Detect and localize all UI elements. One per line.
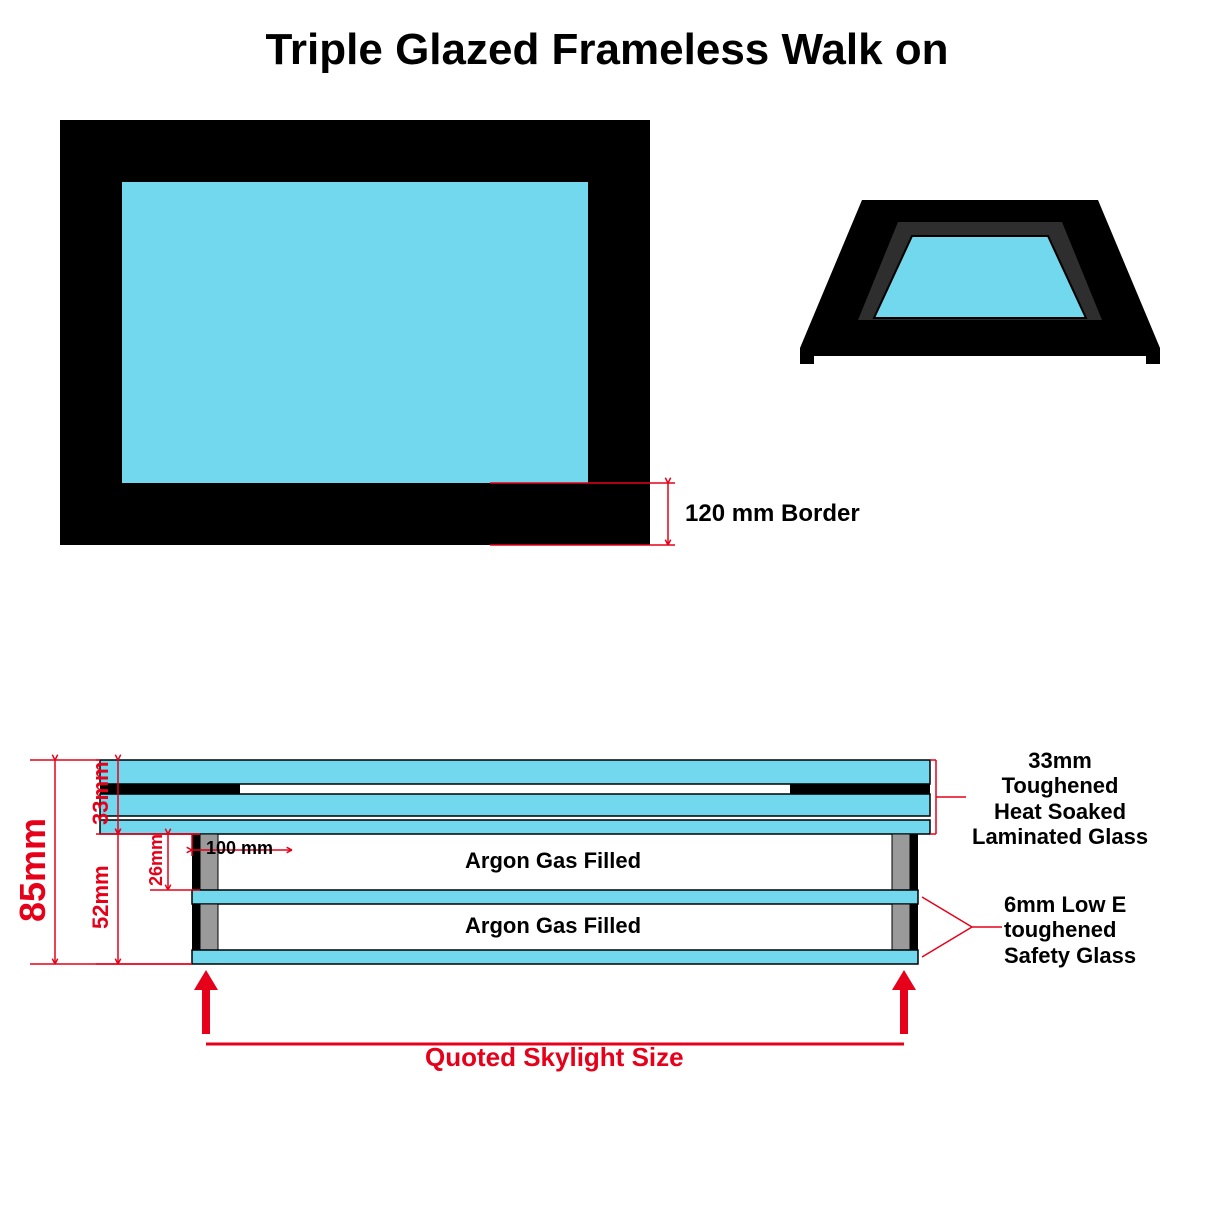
dim-52mm: 52mm [88,865,114,929]
border-dimension [490,473,770,593]
quoted-size-label: Quoted Skylight Size [425,1042,684,1073]
bottom-glass-label: 6mm Low EtoughenedSafety Glass [1004,892,1136,968]
diagram-stage: Triple Glazed Frameless Walk on 120 mm B… [0,0,1214,1214]
top-glass-label: 33mmToughenedHeat SoakedLaminated Glass [972,748,1148,849]
perspective-view [800,180,1160,410]
page-title: Triple Glazed Frameless Walk on [0,25,1214,75]
dim-85mm: 85mm [12,818,54,922]
dim-33mm: 33mm [88,761,114,825]
dim-26mm: 26mm [146,834,167,886]
border-dim-label: 120 mm Border [685,500,860,528]
argon-label-2: Argon Gas Filled [465,913,641,939]
dim-100mm: 100 mm [206,838,273,859]
argon-label-1: Argon Gas Filled [465,848,641,874]
